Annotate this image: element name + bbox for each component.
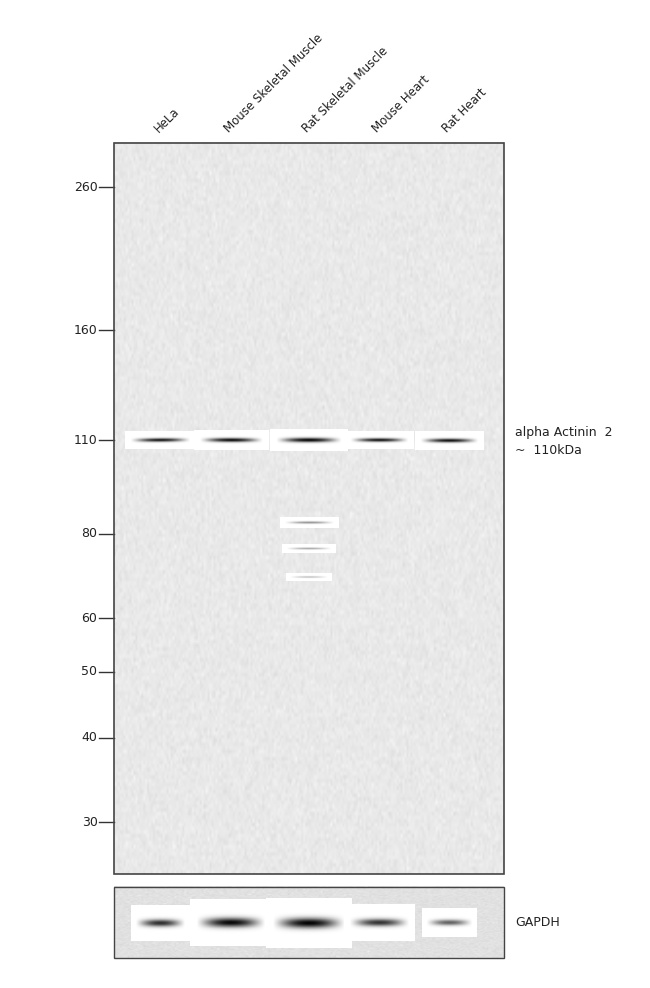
Bar (114, 887, 504, 958)
Text: 80: 80 (81, 528, 98, 540)
Text: HeLa: HeLa (151, 105, 181, 135)
Text: 160: 160 (73, 323, 98, 337)
Text: 40: 40 (82, 731, 98, 744)
Bar (114, 143, 504, 874)
Text: Rat Skeletal Muscle: Rat Skeletal Muscle (300, 44, 390, 135)
Text: alpha Actinin  2: alpha Actinin 2 (515, 426, 613, 439)
Text: GAPDH: GAPDH (515, 916, 560, 930)
Text: Rat Heart: Rat Heart (440, 86, 489, 135)
Text: 50: 50 (81, 666, 98, 679)
Text: Mouse Heart: Mouse Heart (370, 73, 432, 135)
Text: ~  110kDa: ~ 110kDa (515, 444, 582, 456)
Text: 260: 260 (73, 181, 98, 194)
Text: 110: 110 (73, 434, 98, 447)
Text: 30: 30 (82, 816, 98, 829)
Text: 60: 60 (82, 612, 98, 624)
Text: Mouse Skeletal Muscle: Mouse Skeletal Muscle (222, 32, 325, 135)
